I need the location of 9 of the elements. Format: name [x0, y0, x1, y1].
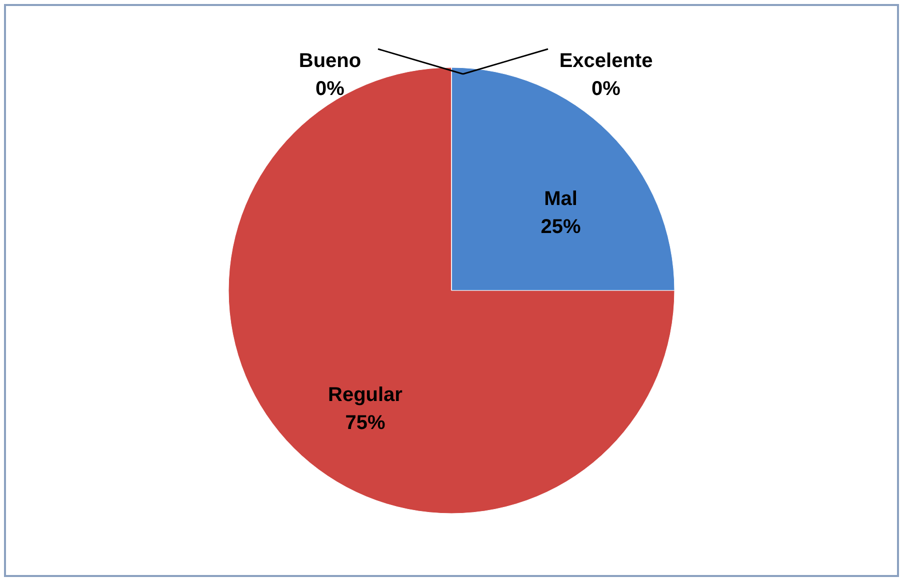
slice-label: Mal — [544, 188, 578, 210]
data-label: 75% — [345, 412, 386, 434]
text: 0% — [316, 78, 344, 100]
legend-label: Excelente — [559, 50, 653, 72]
slice-label: Regular — [328, 384, 403, 406]
pie-slice — [228, 67, 675, 514]
data-label: 25% — [540, 216, 581, 238]
text: 0% — [592, 78, 620, 100]
category-label: Bueno — [298, 50, 362, 72]
